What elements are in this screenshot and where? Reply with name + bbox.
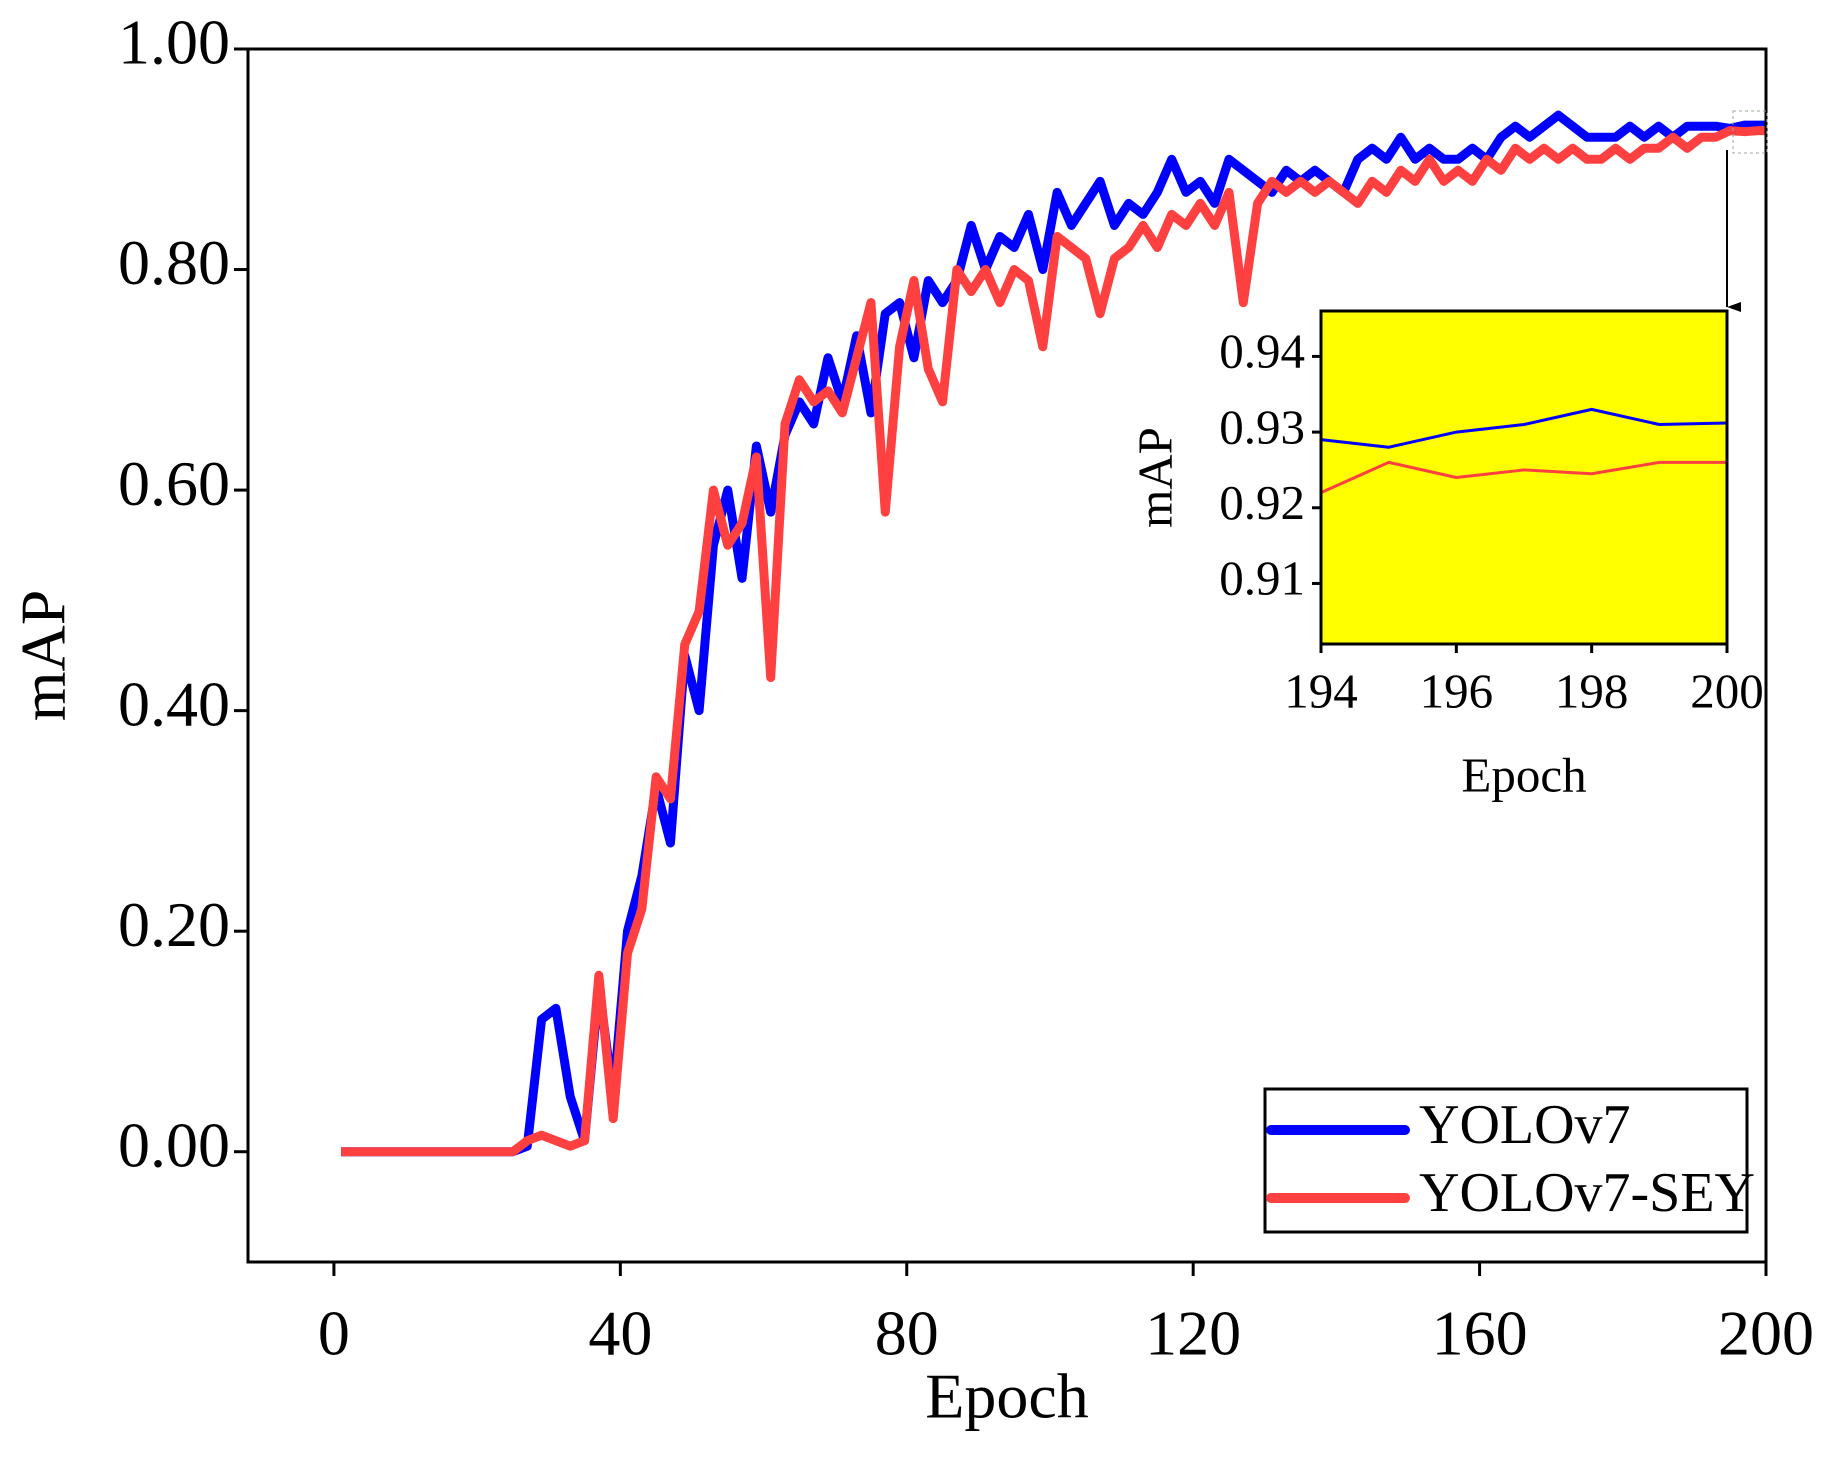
y-tick-label: 0.93 bbox=[1219, 399, 1305, 454]
y-tick-label: 0.20 bbox=[118, 889, 230, 960]
series-line bbox=[341, 110, 1766, 1157]
zoom-region bbox=[1732, 110, 1768, 154]
plot-frame bbox=[246, 47, 1768, 1264]
x-tick-label: 80 bbox=[875, 1298, 939, 1369]
x-tick-label: 200 bbox=[1718, 1298, 1814, 1369]
x-tick-label: 196 bbox=[1420, 663, 1494, 718]
x-axis-label: Epoch bbox=[925, 1361, 1089, 1432]
legend-label: YOLOv7 bbox=[1419, 1094, 1631, 1156]
x-tick-label: 198 bbox=[1555, 663, 1629, 718]
legend-label: YOLOv7-SEY bbox=[1419, 1162, 1755, 1224]
legend-box bbox=[1263, 1087, 1749, 1234]
plot-area bbox=[1321, 311, 1727, 644]
plot-area bbox=[248, 49, 1766, 1262]
y-tick-label: 0.80 bbox=[118, 227, 230, 298]
x-tick-label: 40 bbox=[588, 1298, 652, 1369]
series-line bbox=[1321, 460, 1727, 495]
y-tick-label: 0.00 bbox=[118, 1109, 230, 1180]
y-axis-label: mAP bbox=[1127, 427, 1182, 528]
x-tick-label: 120 bbox=[1145, 1298, 1241, 1369]
x-tick-label: 160 bbox=[1432, 1298, 1528, 1369]
x-tick-label: 0 bbox=[318, 1298, 350, 1369]
series-line bbox=[1321, 407, 1727, 449]
y-tick-label: 0.40 bbox=[118, 668, 230, 739]
y-axis-label: mAP bbox=[8, 590, 79, 722]
y-tick-label: 0.92 bbox=[1219, 475, 1305, 530]
x-axis-label: Epoch bbox=[1461, 747, 1586, 802]
series-line bbox=[341, 126, 1766, 1157]
y-tick-label: 0.60 bbox=[118, 448, 230, 519]
y-tick-label: 0.94 bbox=[1219, 324, 1305, 379]
y-tick-label: 0.91 bbox=[1219, 551, 1305, 606]
y-tick-label: 1.00 bbox=[118, 7, 230, 78]
x-tick-label: 200 bbox=[1690, 663, 1764, 718]
plot-frame bbox=[1319, 309, 1729, 646]
x-tick-label: 194 bbox=[1284, 663, 1358, 718]
